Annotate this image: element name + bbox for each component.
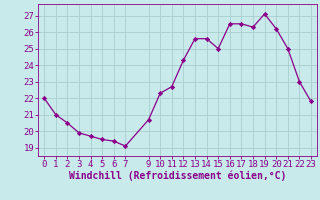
- X-axis label: Windchill (Refroidissement éolien,°C): Windchill (Refroidissement éolien,°C): [69, 171, 286, 181]
